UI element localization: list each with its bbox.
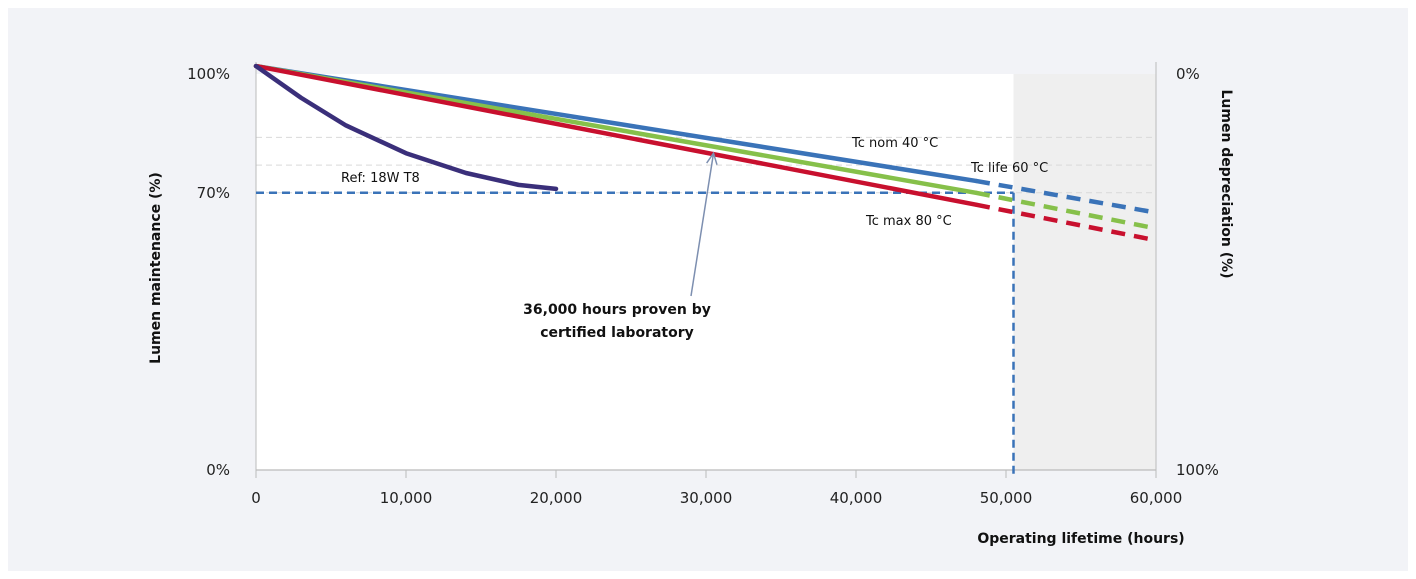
annotation-arrowhead [706, 151, 718, 165]
series-line-extrapolated-0 [975, 178, 1157, 215]
x-axis-title: Operating lifetime (hours) [977, 531, 1184, 547]
series-line-2 [253, 63, 979, 207]
x-tick-label: 40,000 [830, 489, 883, 507]
y-axis-title: Lumen maintenance (%) [148, 172, 164, 364]
series-label-tc-nom: Tc nom 40 °C [851, 136, 938, 151]
x-tick-label: 30,000 [680, 489, 733, 507]
extrapolation-region [1013, 74, 1156, 470]
annotation-line-2: certified laboratory [540, 325, 694, 341]
lumen-maintenance-chart: 0 10,000 20,000 30,000 40,000 50,000 60,000 0% 7… [148, 62, 1234, 547]
series-line-3 [253, 63, 559, 192]
x-tick-label: 10,000 [380, 489, 433, 507]
y2-tick-label: 0% [1176, 65, 1200, 83]
y2-axis-title: Lumen depreciation (%) [1218, 89, 1234, 278]
chart-panel: 0 10,000 20,000 30,000 40,000 50,000 60,000 0% 7… [8, 8, 1408, 571]
series-line-extrapolated-1 [975, 190, 1157, 231]
annotation-arrow [690, 153, 715, 297]
series-label-ref: Ref: 18W T8 [341, 171, 420, 186]
x-tick-label: 0 [251, 489, 261, 507]
y-tick-label: 70% [197, 184, 230, 202]
x-tick-label: 60,000 [1130, 489, 1183, 507]
series-label-tc-max: Tc max 80 °C [865, 214, 952, 229]
y2-tick-label: 100% [1176, 461, 1219, 479]
y-tick-label: 0% [206, 461, 230, 479]
x-tick-label: 20,000 [530, 489, 583, 507]
series-line-extrapolated-2 [975, 202, 1157, 243]
annotation-line-1: 36,000 hours proven by [523, 302, 711, 318]
series-label-tc-life: Tc life 60 °C [970, 161, 1048, 176]
x-tick-label: 50,000 [980, 489, 1033, 507]
y-tick-label: 100% [187, 65, 230, 83]
